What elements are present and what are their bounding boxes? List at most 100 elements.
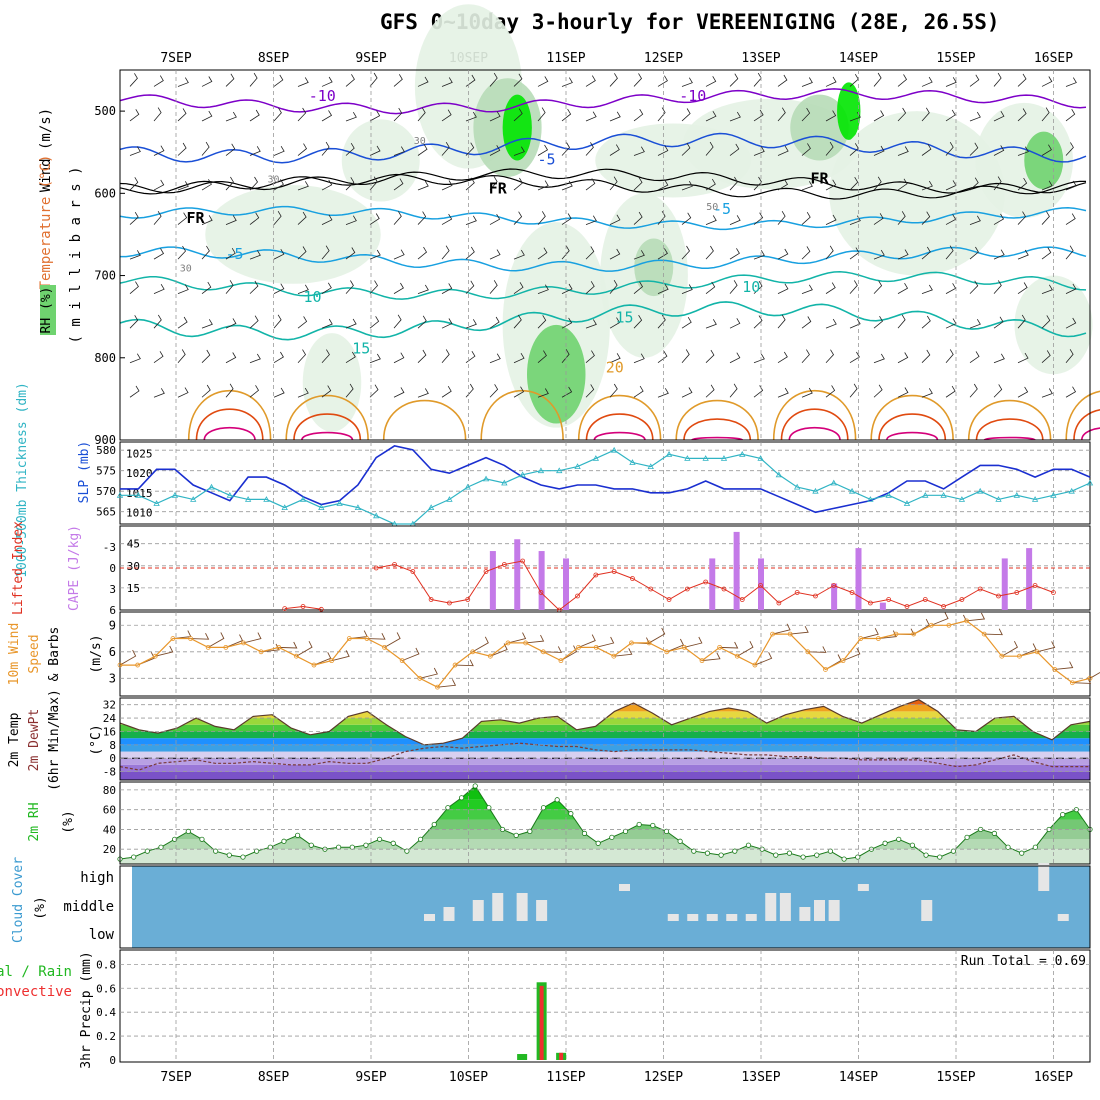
wind-barb [1017, 386, 1029, 398]
wind-barb [729, 318, 741, 329]
wind-barb [321, 318, 333, 329]
lifted-index-tick-label: 6 [109, 604, 116, 617]
wind-barb [153, 314, 162, 329]
lifted-index-marker [959, 597, 965, 602]
wind-barb-10m [772, 623, 791, 635]
temperature-contour [119, 88, 1087, 115]
wind-speed-marker [893, 631, 899, 637]
wind-barb [297, 107, 307, 122]
wind-speed-marker [170, 636, 176, 641]
wind-barb [753, 72, 762, 87]
wind-barb [561, 317, 573, 329]
wind-barb [609, 144, 620, 156]
lifted-index-marker [776, 600, 782, 606]
cape-bar [879, 602, 886, 610]
cloud-cell [492, 893, 504, 921]
wind-barb [657, 107, 666, 122]
wind-barb-10m [860, 627, 879, 639]
wind-barb [225, 111, 237, 122]
wind-barb [993, 110, 1005, 122]
cloud-cell [706, 914, 718, 921]
rh-marker [609, 834, 615, 840]
wind-barb [921, 107, 930, 122]
wind-barb [345, 351, 356, 364]
temperature-contour-warm [203, 426, 256, 441]
wind-barb-10m [172, 630, 192, 639]
wind-barb-10m [472, 636, 489, 653]
wind-barb [1017, 314, 1026, 329]
wind-barb [1041, 315, 1051, 329]
rh-marker [663, 828, 670, 834]
wind-barb [585, 246, 595, 260]
wind-barb [609, 383, 618, 398]
wind-speed-marker [329, 658, 335, 664]
wind-barb [1017, 352, 1029, 364]
wind-barb-10m [578, 634, 596, 648]
wind-barb [921, 315, 931, 329]
wind-barb [273, 283, 285, 295]
lifted-index-marker [831, 583, 837, 588]
thickness-marker [684, 455, 691, 461]
temperature-contour-warm [480, 390, 564, 441]
wind-barb [969, 142, 979, 156]
thickness-marker [1031, 496, 1039, 502]
wind-barb [537, 247, 548, 260]
wind-barb [417, 76, 429, 87]
wind-barb [1041, 76, 1053, 87]
wind-barb [897, 249, 909, 260]
wind-barb [585, 350, 595, 364]
precip-convective-bar [539, 985, 544, 1060]
upper-air-tick-label: 900 [94, 433, 116, 447]
thickness-marker [1086, 479, 1094, 486]
wind-barb [609, 248, 621, 260]
rh-marker [841, 856, 847, 862]
wind-speed-marker [1069, 680, 1075, 686]
wind-barb [873, 110, 885, 122]
wind-barb [825, 214, 837, 225]
wind-barb [177, 349, 186, 363]
rh-marker [417, 836, 424, 842]
rh-marker [158, 844, 164, 850]
wind-barb [249, 212, 260, 225]
wind-barb [513, 211, 523, 225]
wind-barb [345, 177, 355, 191]
upper-air-ylabel-temperature: Temperature (°C) [38, 155, 54, 290]
cloud-ylabel: Cloud Cover [11, 857, 26, 943]
cloud-cell [424, 914, 435, 921]
thickness-marker [336, 500, 343, 506]
wind-barb [345, 74, 355, 87]
wind-speed-marker [911, 631, 917, 637]
wind-barb [153, 351, 164, 364]
wind-barb [777, 387, 789, 398]
wind-barb [177, 142, 187, 156]
wind-barb [1065, 180, 1077, 191]
wind-barb-10m [243, 632, 262, 644]
thickness-marker [263, 496, 270, 502]
wind-barb [225, 352, 237, 364]
wind-barb [825, 245, 834, 260]
temperature-contour-warm [780, 408, 849, 441]
temperature-contour-warm [195, 408, 264, 441]
wind-barb-10m [1019, 643, 1037, 657]
wind-barb [921, 349, 931, 363]
precip-convective-bar [559, 1052, 564, 1060]
wind-barb [489, 145, 501, 156]
wind-barb-10m [402, 647, 420, 662]
rh-marker [376, 836, 383, 842]
wind-barb [657, 145, 669, 156]
cloud-cell [745, 914, 757, 921]
wind-barb [801, 284, 813, 295]
wind-barb [777, 351, 788, 364]
wind-barb [537, 350, 547, 364]
cloud-ylabel-unit: (%) [33, 896, 48, 919]
wind-barb [537, 284, 549, 295]
wind-barb [537, 107, 546, 122]
wind-barb [297, 316, 308, 329]
rh-marker [199, 836, 205, 842]
lifted-index-marker [922, 597, 928, 602]
date-label-bottom: 13SEP [741, 1070, 780, 1085]
wind-barb [297, 77, 309, 87]
cloud-level-label: low [89, 927, 115, 943]
wind-barb [513, 108, 523, 122]
wind-barb [537, 211, 546, 225]
